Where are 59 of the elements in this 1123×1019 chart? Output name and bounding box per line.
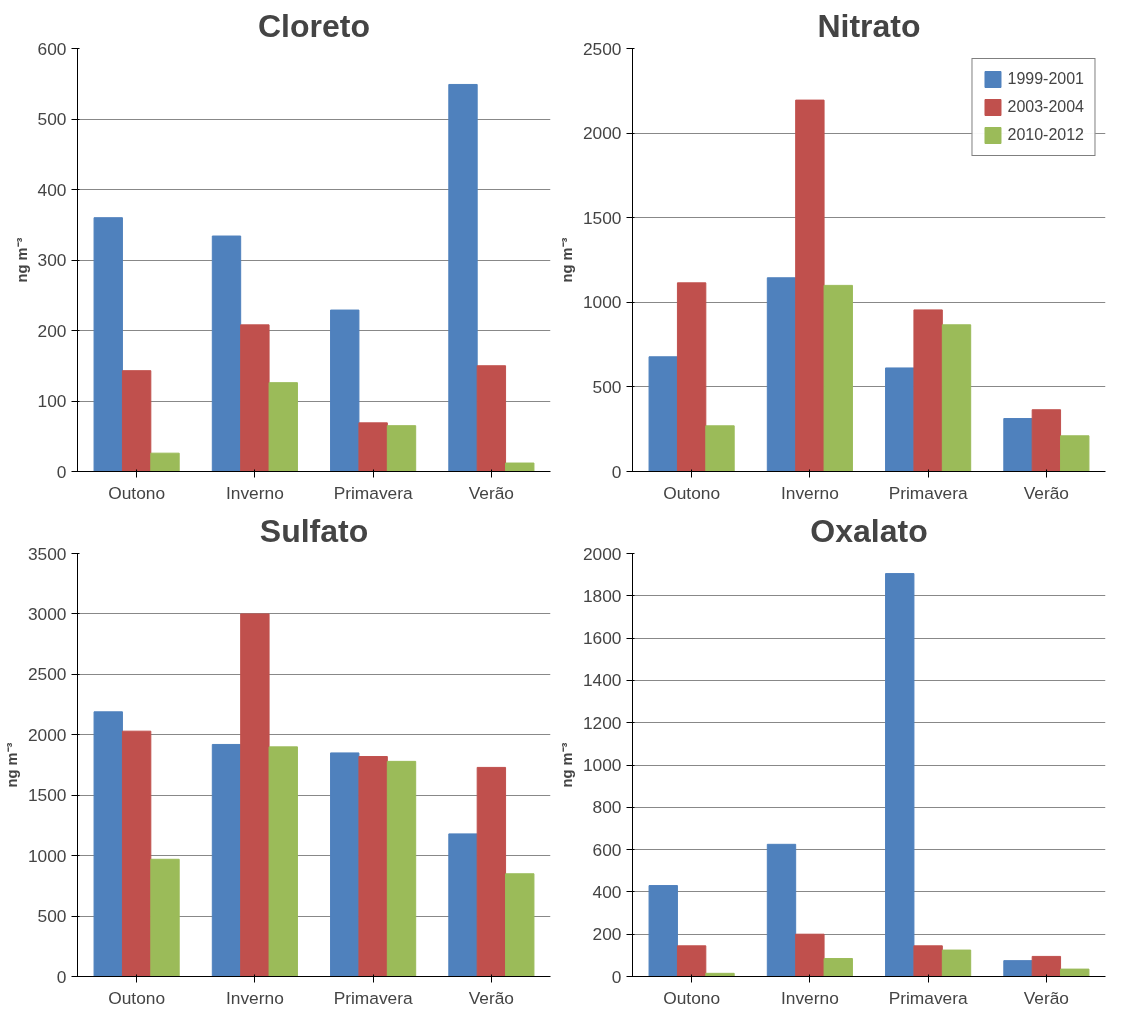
y-tick-label: 2000 — [27, 724, 67, 745]
chart-title: Sulfato — [259, 512, 369, 549]
y-tick-label: 800 — [592, 797, 622, 818]
x-tick-label: Outono — [663, 482, 721, 503]
x-tick-label: Inverno — [780, 987, 839, 1008]
legend-label: 2003-2004 — [1007, 98, 1084, 116]
x-tick-label: Outono — [108, 987, 166, 1008]
chart-title: Nitrato — [817, 7, 921, 44]
y-tick-label: 1500 — [582, 207, 622, 228]
chart-title: Oxalato — [810, 512, 928, 549]
y-tick-label: 400 — [37, 179, 67, 200]
x-tick-label: Primavera — [888, 482, 968, 503]
y-axis-title: ng m⁻³ — [558, 237, 575, 283]
y-tick-label: 500 — [37, 906, 67, 927]
y-tick-label: 3000 — [27, 603, 67, 624]
y-tick-label: 0 — [611, 966, 622, 987]
x-tick-label: Primavera — [333, 482, 413, 503]
x-tick-label: Verão — [468, 482, 515, 503]
x-tick-label: Verão — [468, 987, 515, 1008]
y-tick-label: 600 — [592, 839, 622, 860]
chart-title: Cloreto — [258, 7, 370, 44]
y-tick-label: 0 — [611, 461, 622, 482]
y-axis-title: ng m⁻³ — [3, 742, 20, 788]
legend-label: 1999-2001 — [1007, 70, 1084, 88]
y-tick-label: 2000 — [582, 123, 622, 144]
y-axis-title: ng m⁻³ — [13, 237, 30, 283]
x-tick-label: Outono — [663, 987, 721, 1008]
y-tick-label: 1400 — [582, 670, 622, 691]
x-tick-label: Primavera — [888, 987, 968, 1008]
y-tick-label: 2500 — [27, 664, 67, 685]
y-tick-label: 1800 — [582, 585, 622, 606]
y-tick-label: 1000 — [582, 292, 622, 313]
y-tick-label: 500 — [37, 109, 67, 129]
y-tick-label: 500 — [592, 376, 622, 397]
x-tick-label: Verão — [1023, 987, 1070, 1008]
y-tick-label: 1600 — [582, 628, 622, 649]
y-axis-title: ng m⁻³ — [558, 742, 575, 788]
y-tick-label: 2500 — [582, 38, 622, 59]
y-tick-label: 200 — [592, 924, 622, 945]
y-tick-label: 100 — [37, 391, 67, 411]
y-tick-label: 2000 — [582, 543, 622, 564]
x-tick-label: Inverno — [225, 482, 284, 503]
x-tick-label: Verão — [1023, 482, 1070, 503]
y-tick-label: 1500 — [27, 785, 67, 806]
x-tick-label: Outono — [108, 482, 166, 503]
y-tick-label: 3500 — [27, 543, 67, 564]
x-tick-label: Primavera — [333, 987, 413, 1008]
legend-label: 2010-2012 — [1007, 126, 1084, 144]
y-tick-label: 0 — [56, 966, 67, 987]
y-tick-label: 200 — [37, 320, 67, 341]
x-tick-label: Inverno — [225, 987, 284, 1008]
y-tick-label: 400 — [592, 881, 622, 902]
y-tick-label: 1200 — [582, 712, 622, 733]
y-tick-label: 1000 — [27, 845, 67, 866]
y-tick-label: 600 — [37, 38, 67, 59]
y-tick-label: 300 — [37, 250, 67, 270]
y-tick-label: 0 — [56, 461, 67, 482]
y-tick-label: 1000 — [582, 755, 622, 775]
x-tick-label: Inverno — [780, 482, 839, 503]
